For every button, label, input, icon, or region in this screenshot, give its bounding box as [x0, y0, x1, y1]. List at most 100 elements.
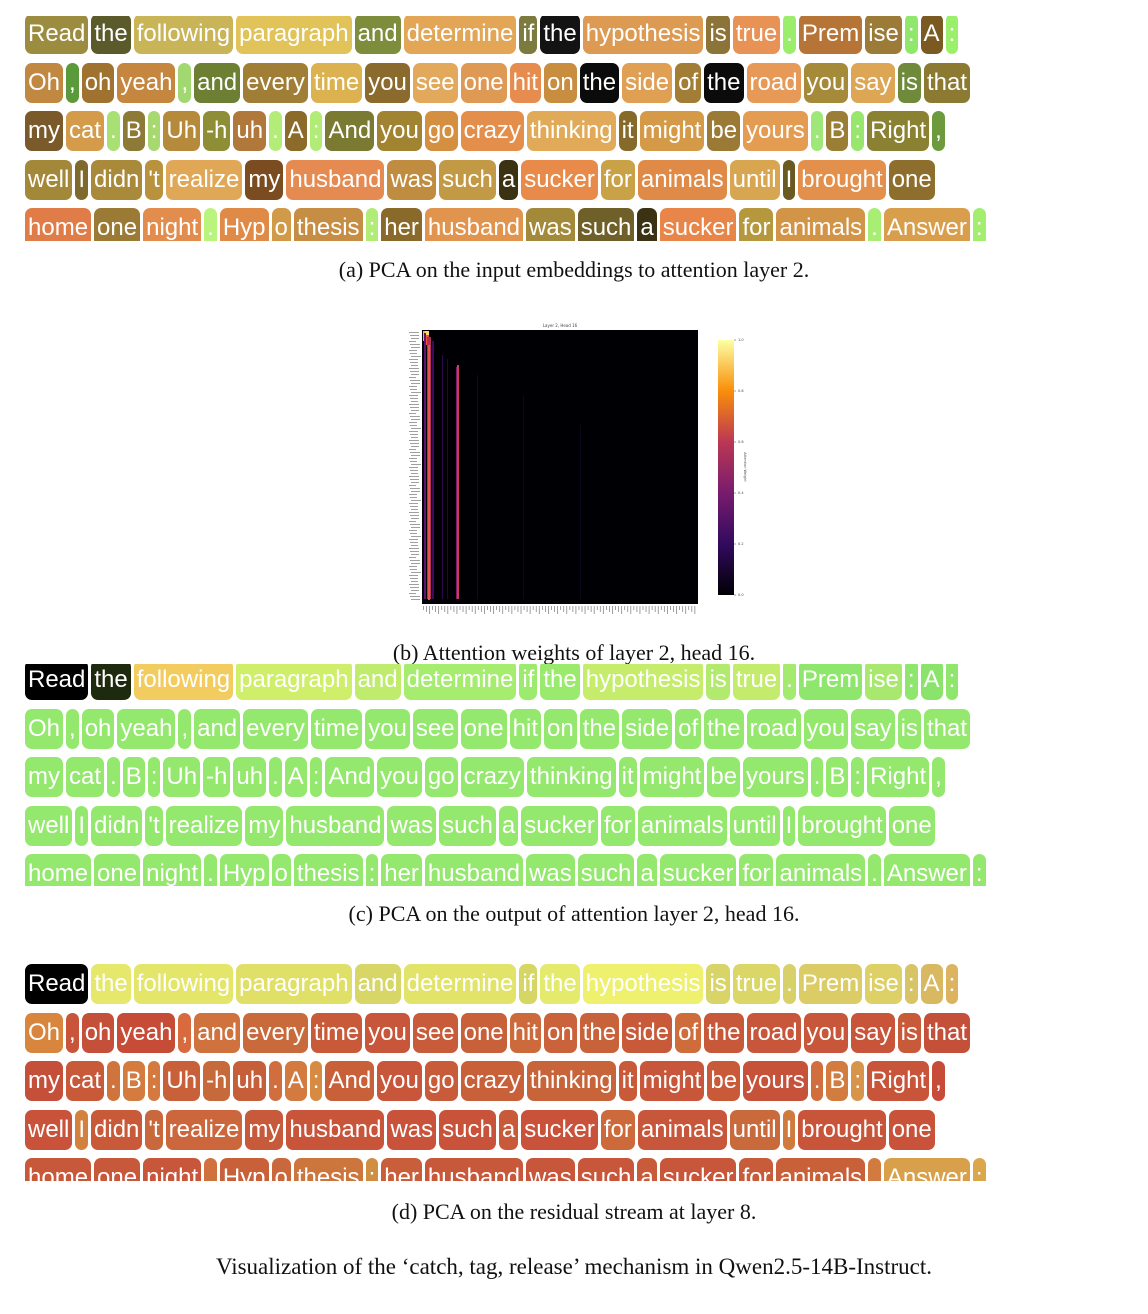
token-chip: cat: [66, 111, 105, 151]
y-tick-label: [410, 416, 420, 417]
token-chip: on: [544, 1012, 577, 1053]
colorbar-tick-label: 0.4: [738, 491, 744, 495]
panel-c-token-grid: Read the following paragraph and determine if t…: [25, 664, 1115, 886]
token-chip: see: [412, 62, 458, 103]
y-tick-label: [409, 368, 419, 369]
x-tick-label: [676, 606, 677, 614]
token-chip: :: [365, 208, 379, 241]
token-chip: :: [904, 16, 918, 54]
token-chip: time: [310, 1012, 363, 1053]
token-chip: :: [945, 664, 959, 700]
token-chip: paragraph: [236, 16, 352, 54]
token-chip: road: [746, 1012, 801, 1053]
token-chip: night: [143, 208, 202, 241]
heatmap-cell: [457, 365, 459, 599]
token-chip: brought: [798, 805, 886, 846]
caption-d: (d) PCA on the residual stream at layer …: [391, 1199, 757, 1224]
colorbar-tick-label: 0.8: [738, 389, 744, 393]
token-chip: a: [498, 159, 519, 200]
y-tick-label: [409, 485, 416, 486]
x-tick-label: [493, 606, 494, 614]
y-tick-label: [411, 428, 421, 429]
token-chip: .: [269, 757, 282, 797]
y-tick-label: [411, 464, 421, 465]
x-tick-label: [663, 606, 665, 612]
x-tick-label: [538, 606, 540, 614]
y-tick-label: [411, 383, 420, 384]
token-chip: road: [746, 708, 801, 749]
token-chip: one: [460, 62, 507, 103]
token-chip: Hyp: [219, 208, 269, 241]
token-chip: that: [923, 1012, 970, 1053]
token-chip: see: [412, 708, 458, 749]
token-chip: Oh: [25, 62, 64, 103]
token-chip: you: [803, 1012, 849, 1053]
y-tick-label: [409, 476, 419, 477]
token-chip: And: [325, 1061, 375, 1101]
y-tick-label: [411, 599, 420, 600]
token-chip: :: [309, 757, 323, 797]
token-chip: was: [387, 159, 437, 200]
token-chip: was: [526, 1158, 575, 1181]
y-tick-label: [411, 437, 418, 438]
y-tick-label: [409, 503, 418, 504]
token-row: Read the following paragraph and determine if t…: [25, 16, 961, 54]
colorbar-label: Attention Weight: [743, 452, 747, 482]
token-chip: one: [460, 1012, 507, 1053]
token-chip: animals: [637, 159, 727, 200]
x-tick-label: [484, 606, 485, 614]
token-chip: husband: [286, 1109, 385, 1150]
token-chip: Uh: [163, 757, 201, 797]
token-chip: every: [243, 1012, 308, 1053]
token-chip: hypothesis: [582, 664, 704, 700]
x-tick-label: [502, 606, 504, 614]
x-tick-label: [490, 606, 491, 612]
token-chip: :: [365, 854, 379, 886]
x-tick-label: [441, 606, 443, 610]
y-tick-label: [410, 425, 417, 426]
token-row: my cat. B: Uh -h uh. A: And you go crazy thinking it…: [25, 111, 948, 151]
token-chip: ise: [865, 664, 902, 700]
token-chip: and: [354, 664, 401, 700]
token-chip: :: [309, 111, 323, 151]
y-tick-label: [411, 374, 419, 375]
caption-c: (c) PCA on the output of attention layer…: [348, 901, 800, 926]
token-chip: a: [637, 1158, 657, 1181]
x-tick-label: [572, 606, 574, 612]
token-chip: and: [194, 708, 241, 749]
x-tick-label: [694, 606, 696, 614]
x-tick-label: [480, 606, 482, 612]
token-chip: my: [245, 805, 284, 846]
token-chip: well: [25, 805, 73, 846]
y-tick-label: [409, 575, 418, 576]
token-chip: :: [147, 757, 161, 797]
token-chip: ise: [865, 964, 902, 1004]
token-chip: it: [618, 111, 637, 151]
y-tick-label: [410, 443, 419, 444]
token-chip: that: [923, 62, 970, 103]
x-tick-label: [593, 606, 595, 614]
y-tick-label: [410, 524, 420, 525]
token-chip: might: [639, 757, 705, 797]
y-tick-label: [410, 533, 417, 534]
token-chip: And: [325, 757, 375, 797]
token-chip: .: [868, 854, 881, 886]
y-tick-label: [411, 527, 420, 528]
token-chip: Hyp: [219, 854, 269, 886]
token-chip: Uh: [163, 111, 201, 151]
x-tick-label: [545, 606, 546, 612]
token-chip: sucker: [659, 1158, 737, 1181]
y-tick-label: [409, 521, 416, 522]
token-chip: Prem: [798, 16, 863, 54]
x-tick-label: [584, 606, 586, 614]
x-tick-label: [639, 606, 641, 614]
token-chip: hypothesis: [582, 16, 704, 54]
figure-caption: Visualization of the ‘catch, tag, releas…: [215, 1254, 933, 1279]
token-chip: ,: [932, 1061, 945, 1101]
token-chip: such: [577, 208, 635, 241]
token-chip: every: [243, 708, 308, 749]
token-row: Read the following paragraph and determine if t…: [25, 664, 961, 700]
y-tick-label: [411, 590, 419, 591]
token-chip: was: [387, 1109, 437, 1150]
